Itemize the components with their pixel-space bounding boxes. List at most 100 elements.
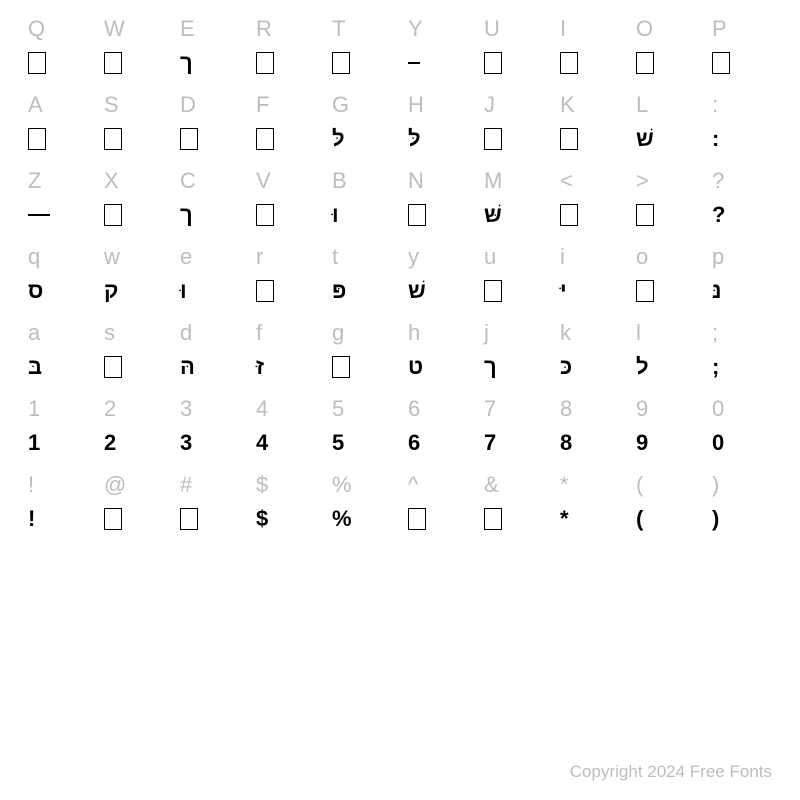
charmap-cell: 99: [628, 390, 704, 466]
keyboard-key-label: X: [104, 166, 119, 196]
keyboard-key-label: r: [256, 242, 263, 272]
charmap-cell: Bוּ: [324, 162, 400, 238]
charmap-cell: dהּ: [172, 314, 248, 390]
empty-glyph-box: [636, 204, 654, 226]
empty-glyph-box: [104, 356, 122, 378]
mapped-glyph: *: [560, 500, 569, 538]
keyboard-key-label: 4: [256, 394, 268, 424]
charmap-cell: **: [552, 466, 628, 542]
keyboard-key-label: f: [256, 318, 262, 348]
charmap-cell: U: [476, 10, 552, 86]
keyboard-key-label: e: [180, 242, 192, 272]
keyboard-key-label: O: [636, 14, 653, 44]
charmap-cell: W: [96, 10, 172, 86]
mapped-glyph: [408, 44, 420, 82]
mapped-glyph: נּ: [712, 272, 722, 310]
keyboard-key-label: w: [104, 242, 120, 272]
empty-glyph-box: [484, 128, 502, 150]
mapped-glyph: פּ: [332, 272, 346, 310]
charmap-cell: 88: [552, 390, 628, 466]
keyboard-key-label: M: [484, 166, 502, 196]
mapped-glyph: ): [712, 500, 719, 538]
charmap-cell: kכּ: [552, 314, 628, 390]
mapped-glyph: לּ: [332, 120, 345, 158]
keyboard-key-label: 6: [408, 394, 420, 424]
mapped-glyph: [408, 196, 426, 234]
charmap-cell: J: [476, 86, 552, 162]
mapped-glyph: ך: [180, 44, 193, 82]
mapped-glyph: [484, 120, 502, 158]
charmap-cell: &: [476, 466, 552, 542]
mapped-glyph: !: [28, 500, 35, 538]
keyboard-key-label: 5: [332, 394, 344, 424]
keyboard-key-label: $: [256, 470, 268, 500]
charmap-cell: Mשּׁ: [476, 162, 552, 238]
charmap-cell: 11: [20, 390, 96, 466]
mapped-glyph: [28, 120, 46, 158]
mapped-glyph: [560, 44, 578, 82]
keyboard-key-label: W: [104, 14, 125, 44]
charmap-cell: 22: [96, 390, 172, 466]
mapped-glyph: 6: [408, 424, 420, 462]
keyboard-key-label: P: [712, 14, 727, 44]
charmap-cell: #: [172, 466, 248, 542]
charmap-cell: A: [20, 86, 96, 162]
charmap-cell: qס: [20, 238, 96, 314]
keyboard-key-label: g: [332, 318, 344, 348]
keyboard-key-label: D: [180, 90, 196, 120]
mapped-glyph: (: [636, 500, 643, 538]
keyboard-key-label: j: [484, 318, 489, 348]
empty-glyph-box: [560, 52, 578, 74]
empty-glyph-box: [28, 128, 46, 150]
charmap-cell: Lשׁ: [628, 86, 704, 162]
mapped-glyph: [104, 348, 122, 386]
mapped-glyph: בּ: [28, 348, 42, 386]
mapped-glyph: ך: [484, 348, 497, 386]
keyboard-key-label: k: [560, 318, 571, 348]
charmap-cell: Cך: [172, 162, 248, 238]
mapped-glyph: [256, 196, 274, 234]
keyboard-key-label: o: [636, 242, 648, 272]
charmap-cell: V: [248, 162, 324, 238]
keyboard-key-label: (: [636, 470, 643, 500]
mapped-glyph: ;: [712, 348, 719, 386]
mapped-glyph: ט: [408, 348, 423, 386]
charmap-cell: g: [324, 314, 400, 390]
charmap-cell: fזּ: [248, 314, 324, 390]
keyboard-key-label: K: [560, 90, 575, 120]
keyboard-key-label: G: [332, 90, 349, 120]
empty-glyph-box: [104, 128, 122, 150]
mapped-glyph: [332, 348, 350, 386]
keyboard-key-label: N: [408, 166, 424, 196]
mapped-glyph: ס: [28, 272, 43, 310]
mapped-glyph: 4: [256, 424, 268, 462]
mapped-glyph: [712, 44, 730, 82]
charmap-cell: )): [704, 466, 780, 542]
mapped-glyph: שׁ: [408, 272, 426, 310]
keyboard-key-label: i: [560, 242, 565, 272]
keyboard-key-label: Y: [408, 14, 423, 44]
keyboard-key-label: y: [408, 242, 419, 272]
empty-glyph-box: [256, 204, 274, 226]
keyboard-key-label: :: [712, 90, 718, 120]
charmap-cell: pנּ: [704, 238, 780, 314]
mapped-glyph: 5: [332, 424, 344, 462]
mapped-glyph: [104, 196, 122, 234]
empty-glyph-box: [484, 280, 502, 302]
empty-glyph-box: [636, 280, 654, 302]
charmap-cell: u: [476, 238, 552, 314]
charmap-cell: Y: [400, 10, 476, 86]
mapped-glyph: [636, 196, 654, 234]
empty-glyph-box: [256, 128, 274, 150]
keyboard-key-label: H: [408, 90, 424, 120]
mapped-glyph: [408, 500, 426, 538]
copyright-text: Copyright 2024 Free Fonts: [570, 762, 772, 782]
mapped-glyph: [104, 500, 122, 538]
keyboard-key-label: Q: [28, 14, 45, 44]
charmap-cell: 33: [172, 390, 248, 466]
charmap-cell: O: [628, 10, 704, 86]
mapped-glyph: ל: [636, 348, 649, 386]
empty-glyph-box: [484, 52, 502, 74]
mapped-glyph: [560, 196, 578, 234]
keyboard-key-label: !: [28, 470, 34, 500]
